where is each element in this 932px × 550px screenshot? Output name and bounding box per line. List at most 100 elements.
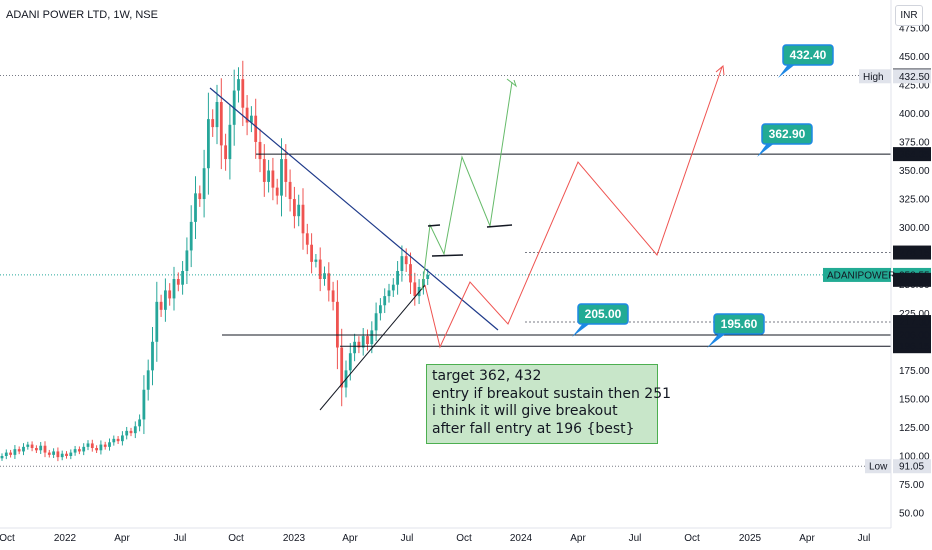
candle [194,176,197,239]
price-label: 278.15 [893,245,931,260]
candle [22,443,25,456]
candle-body [314,259,318,262]
price-label-bg [893,69,931,84]
price-label: 91.05 Low [865,459,931,474]
zone-mark [486,224,513,228]
candle-body [361,336,365,348]
candlestick-series [0,60,430,462]
price-label: 254.25 [893,272,931,287]
price-labels: 433.15432.50High364.35278.15258.55ADANIP… [823,68,931,474]
price-callout: 432.40 [778,44,834,78]
price-label-prefix: Low [869,462,888,473]
price-callout: 205.00 [572,303,629,337]
candle-body [138,419,141,427]
note-box[interactable]: target 362, 432 entry if breakout sustai… [426,364,672,444]
candle [219,78,223,170]
candle [228,104,232,180]
candle [366,329,369,351]
candle [26,441,30,450]
candle-body [4,452,8,456]
candle [318,247,322,292]
candle [284,144,288,197]
candle [176,272,180,292]
candle-body [47,452,51,455]
time-tick-label: 2025 [739,533,762,544]
candle-body [275,187,279,196]
candle-body [327,273,331,291]
candle [271,157,275,201]
candle-body [370,330,374,345]
candle-body [176,278,180,285]
candle-body [357,341,361,348]
price-label-prefix-bg [859,69,891,84]
candle-body [86,443,90,447]
candle-body [194,193,197,222]
bearish-then-bullish-path [424,66,723,349]
candle [103,441,107,450]
time-tick-label: 2022 [54,533,77,544]
candle [288,169,292,212]
candle-body [26,444,30,447]
candle-body [409,264,412,283]
candle [215,84,219,145]
note-line: entry if breakout sustain then 251 [432,385,672,402]
candle-body [129,430,133,434]
candle [383,288,387,314]
candle-body [340,347,344,388]
candle-body [301,204,305,234]
time-tick-label: Jul [401,533,414,544]
candle-body [121,435,124,442]
candle-body [293,199,296,217]
candle [159,294,163,317]
candle-body [22,446,25,452]
candle-body [95,448,98,451]
time-axis[interactable]: Oct 2022 Apr Jul Oct 2023 Apr Jul Oct 2024 Apr Jul O… [0,527,891,544]
candle-body [366,336,369,345]
candle [391,278,395,297]
candle-body [39,445,43,451]
candle-body [142,389,146,420]
candle-body [400,256,404,271]
candle-body [413,282,417,297]
candle [168,283,172,306]
candle [99,440,103,455]
callout-text: 195.60 [721,317,758,331]
candle [60,450,64,461]
candle-body [284,159,288,182]
currency-button[interactable]: INR [895,5,923,26]
candle [400,245,404,282]
candle-body [387,290,391,297]
candle-body [297,204,301,217]
price-label: 217.30 [893,315,931,330]
candle [90,439,94,452]
candle-body [288,181,292,200]
candle [189,205,193,268]
candle-body [348,353,352,371]
candle-body [219,101,223,146]
price-callout: 195.60 [707,313,765,348]
price-axis[interactable]: 475.00 450.00 425.00 400.00 375.00 350.00 325.… [890,0,930,528]
candle [65,451,68,459]
callout-bubble [713,313,765,335]
ascending-trendline [319,284,426,411]
candle-body [159,301,163,310]
time-tick-label: Jul [629,533,642,544]
candle [112,435,116,446]
time-tick-label: Oct [0,533,15,544]
price-tick-label: 100.00 [899,452,930,463]
bullish-path [421,81,513,291]
candle [78,446,81,455]
candle-body [69,452,73,456]
price-label-text: 206.00 [899,330,930,341]
bullish-arrowhead [506,78,517,88]
candle [280,138,283,217]
price-tick-label: 150.00 [899,394,930,405]
candle [323,266,326,286]
candle [207,92,210,195]
candle [254,98,258,159]
time-tick-label: Oct [684,533,700,544]
candle-body [202,168,206,200]
candle [95,445,98,454]
price-tick-label: 225.00 [899,309,930,320]
